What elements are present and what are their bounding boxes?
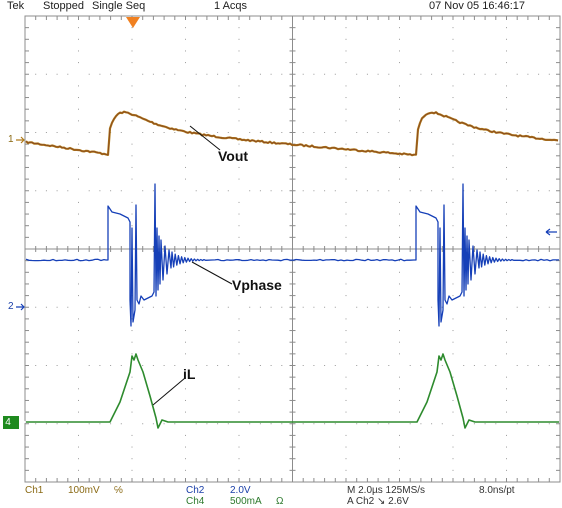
acquisition-count: 1 Acqs	[214, 0, 247, 14]
ch1-marker: 1	[8, 134, 14, 146]
ch4-label: Ch4	[186, 496, 204, 507]
acquisition-state: Stopped	[43, 0, 84, 14]
ch4-marker-label: 4	[5, 417, 11, 428]
ch2-scale: 2.0V	[230, 485, 251, 496]
ch4-marker: 4	[3, 416, 19, 429]
graticule-grid	[25, 16, 560, 482]
ch4-ohm-icon: Ω	[276, 496, 283, 507]
ch2-marker-arrow-icon	[16, 304, 24, 310]
ch4-scale: 500mA	[230, 496, 262, 507]
il-leader-line	[153, 378, 185, 405]
ch2-label: Ch2	[186, 485, 204, 496]
date-time: 07 Nov 05 16:46:17	[429, 0, 525, 14]
brand-label: Tek	[7, 0, 24, 14]
record-resolution: 8.0ns/pt	[479, 485, 515, 496]
il-annotation: iL	[183, 366, 195, 382]
vphase-leader-line	[192, 262, 232, 284]
ch1-marker-arrow-icon	[16, 137, 24, 143]
acquisition-mode: Single Seq	[92, 0, 145, 14]
ch2-marker: 2	[8, 301, 14, 313]
timebase-readout: M 2.0µs 125MS/s	[347, 485, 425, 496]
vout-annotation: Vout	[218, 148, 248, 164]
trigger-position-marker	[126, 17, 140, 28]
trigger-readout: A Ch2 ↘ 2.6V	[347, 496, 409, 507]
ch2-offscreen-arrow-icon	[546, 229, 557, 235]
ch1-label: Ch1	[25, 485, 43, 496]
ch1-scale: 100mV	[68, 485, 100, 496]
ch1-bandwidth-icon: ℅	[114, 485, 123, 496]
vphase-annotation: Vphase	[232, 277, 282, 293]
ch4-marker-arrow-icon	[19, 419, 25, 425]
